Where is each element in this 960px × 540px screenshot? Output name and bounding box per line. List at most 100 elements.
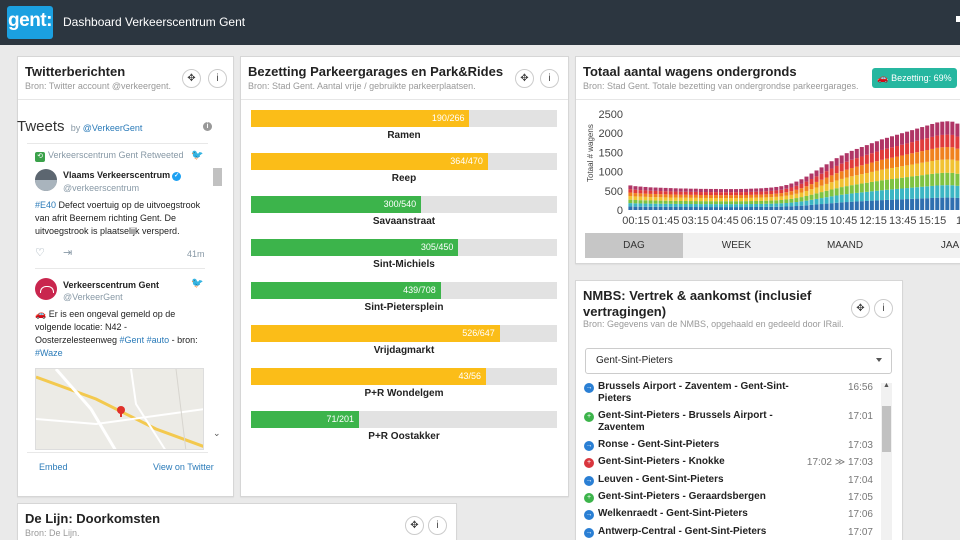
twitter-info-icon[interactable]: i: [203, 122, 212, 131]
tab-week[interactable]: WEEK: [721, 240, 752, 251]
twitter-bird-icon[interactable]: 🐦: [191, 278, 204, 289]
chart-bar-segment: [729, 201, 734, 205]
chart-bar-segment: [910, 153, 915, 165]
train-row[interactable]: → Welkenraedt - Gent-Sint-Pieters 17:06: [584, 508, 876, 522]
info-icon[interactable]: i: [540, 69, 559, 88]
train-route: Gent-Sint-Pieters - Geraardsbergen: [598, 490, 766, 502]
gent-logo[interactable]: gent:: [7, 6, 53, 39]
chart-bar-segment: [759, 203, 764, 207]
twitter-bird-icon[interactable]: 🐦: [191, 150, 204, 161]
chart-bar-segment: [884, 168, 889, 180]
chart-bar-segment: [895, 134, 900, 147]
chart-bar-segment: [839, 163, 844, 172]
chart-bar-segment: [839, 171, 844, 179]
tweet-author-handle[interactable]: @verkeerscentrum: [63, 183, 140, 193]
train-row[interactable]: + Gent-Sint-Pieters - Geraardsbergen 17:05: [584, 491, 876, 505]
scrollbar-thumb[interactable]: [882, 406, 891, 452]
chart-bar-segment: [633, 206, 638, 210]
scroll-down-icon[interactable]: ⌄: [213, 428, 221, 438]
chart-bar-segment: [884, 179, 889, 190]
chart-bar-segment: [915, 175, 920, 188]
chart-bar-segment: [895, 156, 900, 168]
chart-bar-segment: [673, 191, 678, 195]
chart-bar-segment: [864, 173, 869, 183]
chart-bar-segment: [698, 195, 703, 198]
tab-maand[interactable]: MAAND: [826, 240, 864, 251]
like-icon[interactable]: ♡: [35, 247, 45, 259]
chart-bar-segment: [859, 183, 864, 193]
delijn-panel: De Lijn: Doorkomsten Bron: De Lijn. ✥ i: [17, 503, 457, 540]
chart-bar-segment: [819, 198, 824, 205]
chart-bar-segment: [950, 185, 955, 198]
chart-bar-segment: [920, 175, 925, 187]
tweet-author-handle[interactable]: @VerkeerGent: [63, 292, 123, 302]
tweets-header: Tweets by @VerkeerGent: [17, 118, 142, 135]
parking-bar-fill: 43/56: [251, 368, 486, 385]
chart-bar-segment: [849, 185, 854, 194]
move-icon[interactable]: ✥: [515, 69, 534, 88]
chart-bar-segment: [950, 159, 955, 173]
hashtag[interactable]: #Gent: [119, 335, 145, 345]
chart-bar-segment: [920, 139, 925, 152]
chart-bar-segment: [658, 203, 663, 207]
hashtag[interactable]: #E40: [35, 200, 57, 210]
menu-icon[interactable]: [956, 16, 960, 22]
chart-bar-segment: [789, 187, 794, 192]
scrollbar-track[interactable]: [881, 383, 892, 540]
chart-bar-segment: [889, 189, 895, 200]
chart-bar-segment: [663, 197, 668, 201]
tab-dag[interactable]: DAG: [585, 233, 683, 258]
chart-bar-segment: [759, 197, 764, 201]
chart-bar-segment: [678, 206, 683, 210]
chart-bar-segment: [723, 189, 729, 193]
chart-bar-segment: [734, 204, 739, 208]
tweets-by-handle[interactable]: @VerkeerGent: [82, 123, 143, 133]
info-icon[interactable]: i: [208, 69, 227, 88]
chart-bar-segment: [759, 200, 764, 204]
chart-bar-segment: [910, 130, 915, 143]
parking-name: Vrijdagmarkt: [373, 345, 435, 356]
train-row[interactable]: → Antwerp-Central - Gent-Sint-Pieters 17:0…: [584, 526, 876, 540]
hashtag[interactable]: #Waze: [35, 348, 63, 358]
chart-bar-segment: [935, 147, 940, 161]
train-row[interactable]: → Brussels Airport - Zaventem - Gent-Sint…: [584, 381, 876, 407]
chart-bar-segment: [779, 193, 784, 197]
train-row[interactable]: → Ronse - Gent-Sint-Pieters 17:03: [584, 439, 876, 453]
train-row[interactable]: + Gent-Sint-Pieters - Knokke 17:02 ≫ 17:03: [584, 456, 876, 470]
avatar[interactable]: [35, 278, 57, 300]
chart-bar-segment: [774, 200, 779, 204]
chart-bar-segment: [633, 200, 638, 204]
tweet-time[interactable]: 41m: [187, 249, 205, 259]
move-icon[interactable]: ✥: [851, 299, 870, 318]
chart-bar-segment: [729, 204, 734, 208]
chart-bar-segment: [688, 204, 693, 208]
scroll-up-icon[interactable]: ▲: [883, 382, 890, 389]
tweet-author-name[interactable]: Verkeerscentrum Gent: [63, 280, 160, 290]
chart-bar-segment: [884, 189, 889, 200]
hashtag[interactable]: #auto: [146, 335, 170, 345]
chart-bar-segment: [698, 201, 703, 205]
move-icon[interactable]: ✥: [405, 516, 424, 535]
chart-bar-segment: [940, 147, 945, 160]
share-icon[interactable]: ⇥: [63, 247, 73, 259]
chart-bar-segment: [804, 205, 809, 210]
station-select[interactable]: Gent-Sint-Pieters: [585, 348, 892, 374]
parking-bar-value: 300/540: [383, 199, 417, 209]
chart-bar-segment: [749, 194, 754, 198]
train-row[interactable]: → Leuven - Gent-Sint-Pieters 17:04: [584, 474, 876, 488]
info-icon[interactable]: i: [874, 299, 893, 318]
chart-bar-segment: [900, 199, 905, 210]
chart-bar-segment: [789, 191, 794, 195]
tweet-author-name[interactable]: Vlaams Verkeerscentrum ✓: [63, 170, 182, 181]
tweet-map-image[interactable]: [35, 368, 204, 450]
embed-link[interactable]: Embed: [39, 462, 68, 472]
scrollbar-thumb[interactable]: [213, 168, 222, 186]
info-icon[interactable]: i: [428, 516, 447, 535]
view-on-twitter-link[interactable]: View on Twitter: [153, 462, 214, 472]
move-icon[interactable]: ✥: [182, 69, 201, 88]
avatar[interactable]: [35, 169, 57, 191]
x-tick-label: 01:45: [652, 215, 680, 227]
tab-jaar[interactable]: JAA: [940, 240, 960, 251]
chart-bar-segment: [884, 158, 889, 169]
train-row[interactable]: + Gent-Sint-Pieters - Brussels Airport - …: [584, 410, 876, 436]
